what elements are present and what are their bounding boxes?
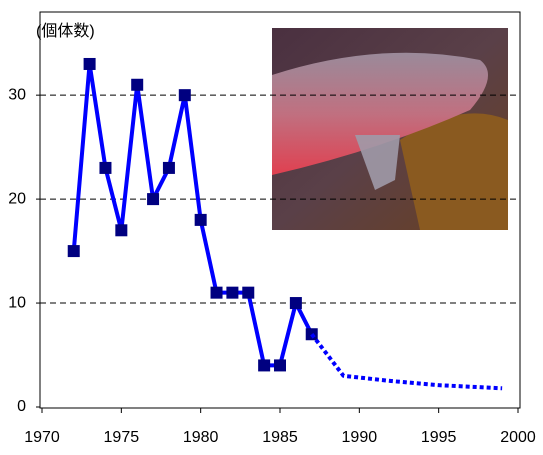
- marker: [210, 286, 223, 299]
- marker: [162, 161, 175, 174]
- marker: [289, 297, 302, 310]
- x-tick-label: 1985: [262, 429, 298, 446]
- marker: [274, 359, 286, 372]
- x-tick-label: 1990: [342, 429, 378, 446]
- line: [71, 61, 314, 368]
- y-axis-label: (個体数): [36, 22, 95, 40]
- x-tick-label: 1995: [421, 429, 457, 446]
- marker: [226, 286, 239, 299]
- marker: [258, 359, 271, 372]
- x-tick-label: 1970: [24, 429, 60, 446]
- y-tick-label: 30: [8, 86, 26, 103]
- y-tick-label: 20: [8, 190, 26, 207]
- x-tick-label: 1975: [104, 429, 140, 446]
- line: [310, 333, 503, 391]
- marker: [242, 286, 255, 299]
- x-tick-label: 1980: [183, 429, 219, 446]
- y-tick-label: 10: [8, 294, 26, 311]
- marker: [147, 193, 160, 206]
- marker: [115, 224, 128, 237]
- marker: [194, 213, 207, 226]
- marker: [67, 245, 80, 258]
- x-tick-label: 2000: [500, 429, 536, 446]
- marker: [178, 89, 191, 102]
- y-tick-label: 0: [17, 398, 26, 415]
- marker: [99, 161, 112, 174]
- marker: [83, 57, 96, 70]
- photo: [272, 28, 508, 230]
- marker: [131, 78, 144, 91]
